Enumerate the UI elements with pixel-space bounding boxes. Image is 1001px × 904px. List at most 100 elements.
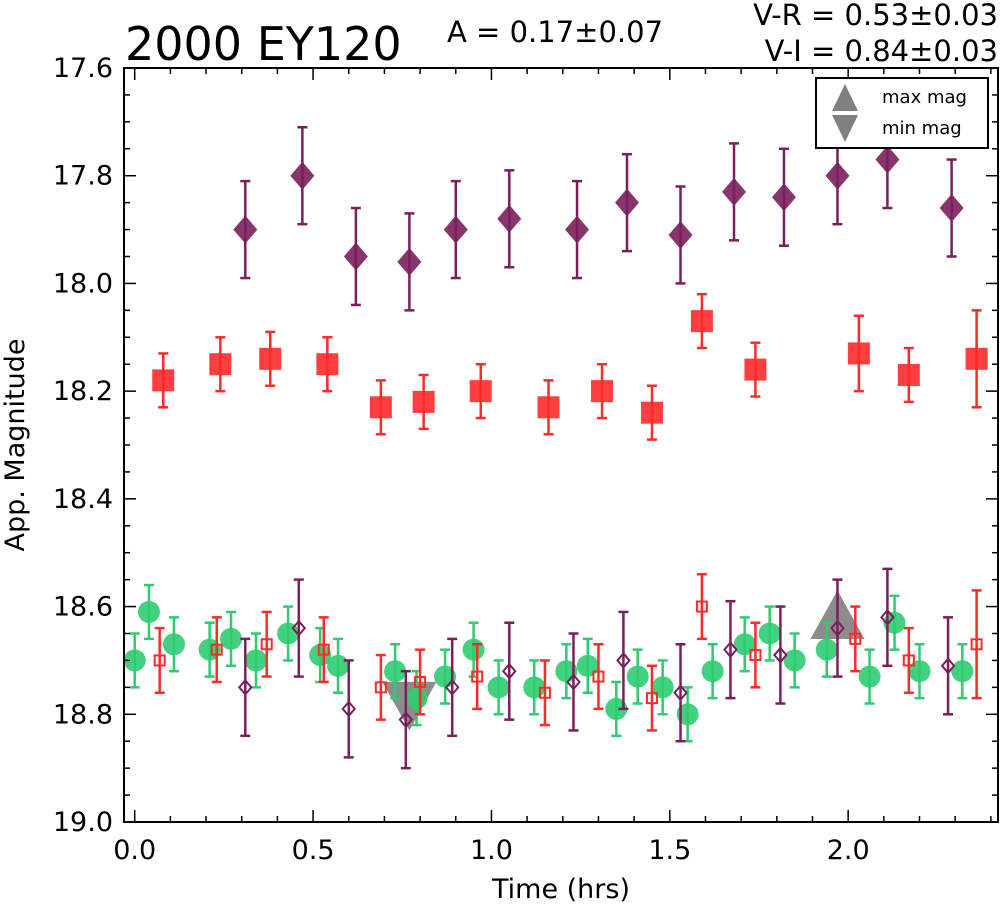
green-circles-point [783, 649, 806, 672]
red-squares-open-point [538, 686, 551, 699]
color-index-vi: V-I = 0.84±0.03 [765, 34, 998, 68]
green-circles-point [137, 600, 160, 623]
purple-diamonds-open-series [237, 567, 956, 770]
red-squares-open-series [153, 573, 983, 732]
green-circles-point [951, 660, 974, 683]
y-tick-label: 19.0 [53, 807, 113, 838]
purple-diamonds-filled-point [771, 183, 796, 212]
red-squares-filled-point [259, 347, 282, 370]
green-circles-point [605, 697, 628, 720]
purple-diamonds-open-point [291, 619, 307, 637]
green-circles-point [244, 649, 267, 672]
purple-diamonds-filled-point [825, 161, 850, 190]
data-layer [123, 109, 988, 770]
purple-diamonds-filled-point [722, 177, 747, 206]
red-squares-filled-point [209, 353, 232, 376]
y-tick-label: 18.0 [53, 268, 113, 299]
red-squares-filled-point [640, 401, 663, 424]
purple-diamonds-open-point [616, 651, 631, 669]
purple-diamonds-open-point [880, 608, 895, 626]
legend: max mag min mag [815, 77, 989, 149]
red-squares-filled-point [847, 342, 870, 365]
chart-title: 2000 EY120 [125, 17, 402, 71]
legend-max-mag-marker [832, 84, 858, 111]
purple-diamonds-filled-point [668, 220, 693, 249]
red-squares-filled-point [537, 396, 560, 419]
purple-diamonds-open-point [398, 711, 414, 729]
green-circles-point [405, 687, 428, 710]
red-squares-open-point [471, 670, 484, 683]
red-squares-filled-point [152, 369, 175, 392]
green-circles-point [220, 627, 243, 650]
red-squares-open-point [902, 654, 915, 667]
y-tick-label: 18.2 [53, 376, 113, 407]
green-circles-point [487, 676, 510, 699]
purple-diamonds-open-point [673, 684, 688, 702]
green-circles-point [733, 633, 756, 656]
purple-diamonds-filled-point [290, 161, 315, 190]
green-circles-point [758, 622, 781, 645]
red-squares-filled-point [690, 310, 713, 333]
purple-diamonds-filled-point [443, 215, 468, 244]
green-circles-point [123, 649, 146, 672]
purple-diamonds-open-point [444, 678, 460, 696]
purple-diamonds-filled-point [875, 145, 900, 174]
purple-diamonds-filled-point [397, 247, 422, 276]
green-circles-point [701, 660, 724, 683]
y-tick-label: 17.8 [53, 161, 113, 192]
y-axis-label: App. Magnitude [0, 339, 31, 552]
y-tick-label: 18.8 [53, 699, 113, 730]
x-axis-label: Time (hrs) [491, 874, 630, 904]
purple-diamonds-open-point [723, 641, 738, 659]
axes-layer: 0.0 0.5 1.0 1.5 2.0 17.6 17.8 18.0 18.2 18.4 18.6 1… [53, 53, 999, 866]
green-circles-point [651, 676, 674, 699]
legend-max-mag-label: max mag [882, 87, 967, 108]
green-circles-point [815, 638, 838, 661]
purple-diamonds-filled-point [343, 242, 368, 271]
x-tick-label: 0.5 [292, 835, 335, 866]
red-squares-open-point [592, 670, 605, 683]
purple-diamonds-filled-point [614, 188, 639, 217]
green-circles-point [676, 703, 699, 726]
red-squares-filled-point [965, 347, 988, 370]
amplitude-label: A = 0.17±0.07 [447, 15, 663, 49]
purple-diamonds-open-point [830, 619, 845, 637]
legend-min-mag-label: min mag [882, 118, 962, 139]
red-squares-open-point [849, 632, 862, 645]
red-squares-filled-point [897, 363, 920, 386]
purple-diamonds-open-point [940, 657, 956, 675]
purple-diamonds-open-point [237, 678, 253, 696]
x-tick-label: 0.0 [113, 835, 156, 866]
red-squares-open-point [645, 692, 658, 705]
green-circles-point [858, 665, 881, 688]
purple-diamonds-open-point [501, 662, 517, 680]
red-squares-open-point [414, 675, 427, 688]
red-squares-open-point [260, 638, 273, 651]
green-circles-point [626, 665, 649, 688]
purple-diamonds-filled-point [233, 215, 258, 244]
purple-diamonds-filled-point [939, 194, 964, 223]
red-squares-filled-point [591, 380, 614, 403]
green-circles-point [162, 633, 185, 656]
red-squares-filled-point [744, 358, 767, 381]
red-squares-filled-point [316, 353, 339, 376]
red-squares-open-point [695, 600, 708, 613]
red-squares-filled-point [469, 380, 492, 403]
y-tick-label: 17.6 [53, 53, 113, 84]
green-circles-point [883, 611, 906, 634]
green-circles-point [327, 654, 350, 677]
red-squares-filled-point [412, 390, 435, 413]
red-squares-open-point [749, 649, 762, 662]
red-squares-open-point [374, 681, 387, 694]
green-circles-point [384, 660, 407, 683]
green-circles-point [908, 660, 931, 683]
red-squares-open-point [153, 654, 166, 667]
purple-diamonds-open-point [341, 700, 357, 718]
red-squares-open-point [317, 643, 330, 656]
red-squares-filled-series [152, 292, 988, 441]
green-circles-point [576, 654, 599, 677]
legend-min-mag-marker [832, 115, 858, 142]
purple-diamonds-filled-point [497, 204, 522, 233]
